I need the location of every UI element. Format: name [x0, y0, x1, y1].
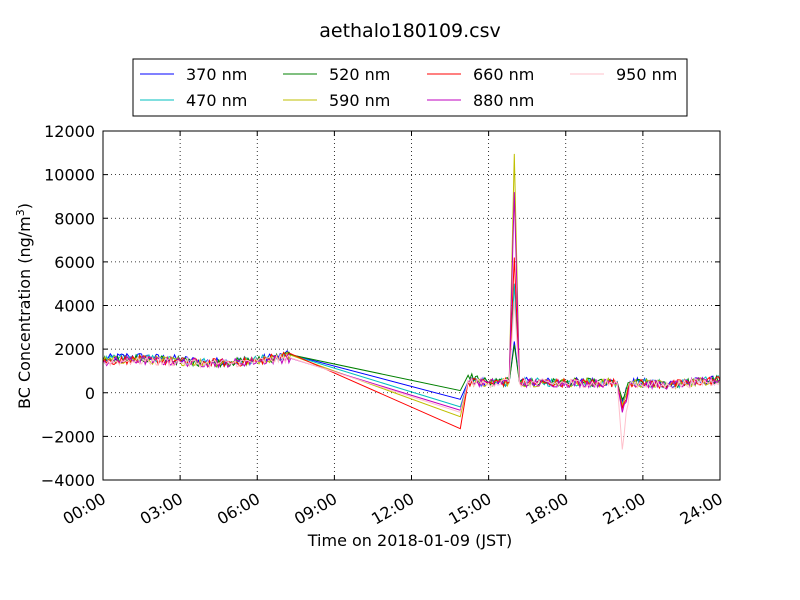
legend-label: 370 nm — [186, 65, 247, 84]
y-tick-label: 4000 — [54, 297, 95, 316]
y-tick-label: 8000 — [54, 209, 95, 228]
y-tick-label: 0 — [85, 384, 95, 403]
y-axis-label: BC Concentration (ng/m3) — [14, 203, 34, 409]
y-tick-label: 10000 — [44, 166, 95, 185]
legend-label: 660 nm — [473, 65, 534, 84]
legend-box — [132, 58, 688, 117]
legend-label: 880 nm — [473, 91, 534, 110]
legend-items: 370 nm 470 nm 520 nm 590 nm 660 nm 880 nm 950 … — [140, 65, 677, 110]
y-axis-label-superscript: 3 — [14, 209, 27, 216]
y-tick-label: 6000 — [54, 253, 95, 272]
legend: 370 nm 470 nm 520 nm 590 nm 660 nm 880 nm 950 … — [132, 58, 688, 117]
x-axis-label: Time on 2018-01-09 (JST) — [307, 531, 512, 550]
legend-label: 950 nm — [616, 65, 677, 84]
y-tick-label: −4000 — [41, 471, 95, 490]
grid-lines — [103, 131, 720, 480]
plot-area — [102, 130, 721, 481]
y-tick-label: −2000 — [41, 427, 95, 446]
plot-frame — [102, 130, 721, 481]
chart-title: aethalo180109.csv — [319, 20, 501, 42]
legend-label: 590 nm — [329, 91, 390, 110]
legend-label: 520 nm — [329, 65, 390, 84]
series-lines — [102, 153, 721, 450]
series-line-950-nm — [102, 301, 721, 450]
y-axis-label-main: BC Concentration (ng/m — [15, 216, 34, 409]
y-tick-label: 2000 — [54, 340, 95, 359]
legend-label: 470 nm — [186, 91, 247, 110]
y-tick-labels: −4000 −2000 0 2000 4000 6000 8000 10000 12000 — [41, 122, 95, 490]
y-axis-label-end: ) — [15, 203, 34, 209]
y-tick-label: 12000 — [44, 122, 95, 141]
